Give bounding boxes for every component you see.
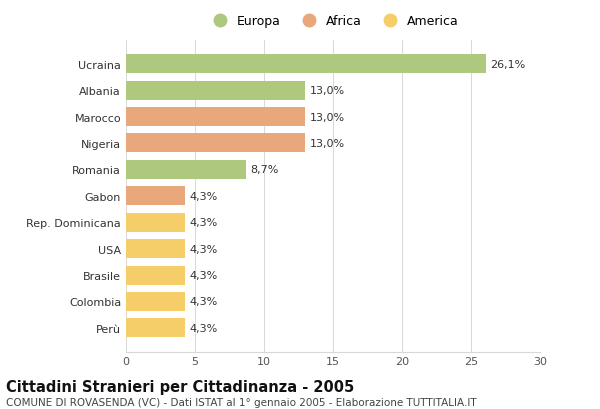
Text: 26,1%: 26,1% <box>490 60 526 70</box>
Text: 4,3%: 4,3% <box>190 244 218 254</box>
Bar <box>126 108 305 127</box>
Bar <box>126 240 185 258</box>
Bar <box>126 55 486 74</box>
Text: COMUNE DI ROVASENDA (VC) - Dati ISTAT al 1° gennaio 2005 - Elaborazione TUTTITAL: COMUNE DI ROVASENDA (VC) - Dati ISTAT al… <box>6 397 476 407</box>
Legend: Europa, Africa, America: Europa, Africa, America <box>205 13 461 31</box>
Bar <box>126 292 185 311</box>
Text: 13,0%: 13,0% <box>310 112 344 122</box>
Text: 13,0%: 13,0% <box>310 139 344 148</box>
Text: Cittadini Stranieri per Cittadinanza - 2005: Cittadini Stranieri per Cittadinanza - 2… <box>6 380 354 395</box>
Bar <box>126 266 185 285</box>
Bar <box>126 319 185 337</box>
Text: 4,3%: 4,3% <box>190 191 218 201</box>
Bar <box>126 81 305 100</box>
Text: 8,7%: 8,7% <box>250 165 278 175</box>
Bar <box>126 187 185 206</box>
Text: 4,3%: 4,3% <box>190 297 218 307</box>
Bar <box>126 134 305 153</box>
Bar <box>126 160 246 180</box>
Bar <box>126 213 185 232</box>
Text: 4,3%: 4,3% <box>190 323 218 333</box>
Text: 4,3%: 4,3% <box>190 218 218 228</box>
Text: 4,3%: 4,3% <box>190 270 218 281</box>
Text: 13,0%: 13,0% <box>310 86 344 96</box>
